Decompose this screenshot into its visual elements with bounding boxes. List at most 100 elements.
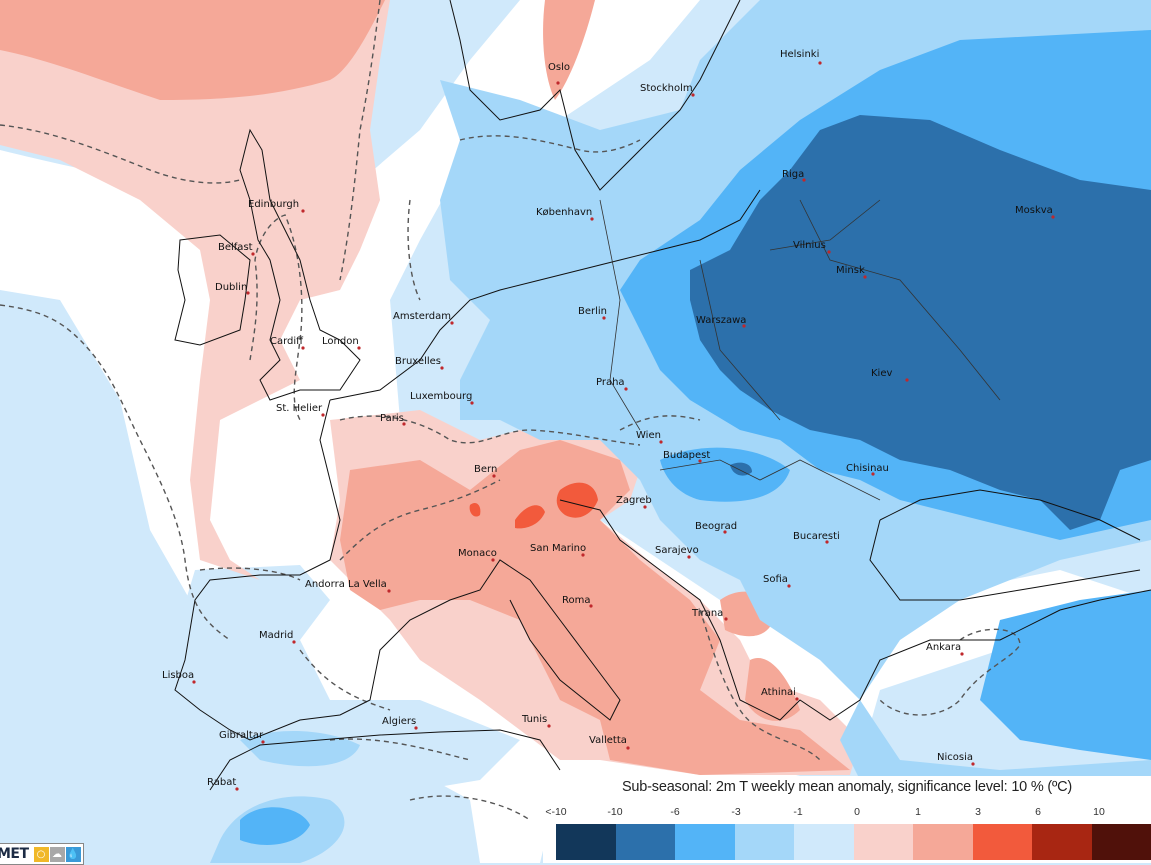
city-label: Andorra La Vella <box>305 579 387 590</box>
city-label: Monaco <box>458 548 497 559</box>
city-label: Dublin <box>215 282 247 293</box>
city-dot <box>643 505 646 508</box>
city-dot <box>626 746 629 749</box>
city-dot <box>440 366 443 369</box>
legend-swatch <box>616 824 676 860</box>
city-label: Moskva <box>1015 205 1053 216</box>
legend-color-bar <box>556 824 1151 860</box>
legend-tick: -1 <box>793 806 802 818</box>
city-dot <box>863 275 866 278</box>
city-label: Zagreb <box>616 495 652 506</box>
city-label: Sarajevo <box>655 545 699 556</box>
city-label: Rabat <box>207 777 236 788</box>
legend-ticks: <-10 -10 -6 -3 -1 0 1 3 6 10 <box>543 806 1151 820</box>
city-dot <box>491 558 494 561</box>
legend-tick: -3 <box>731 806 740 818</box>
city-label: Vilnius <box>793 240 826 251</box>
legend-swatch <box>913 824 973 860</box>
legend-tick: 10 <box>1093 806 1105 818</box>
city-dot <box>450 321 453 324</box>
city-label: Praha <box>596 377 625 388</box>
city-label: Chisinau <box>846 463 889 474</box>
city-label: Luxembourg <box>410 391 472 402</box>
city-dot <box>251 252 254 255</box>
city-dot <box>723 530 726 533</box>
city-label: Helsinki <box>780 49 819 60</box>
city-label: Tirana <box>691 608 723 619</box>
city-label: Athinai <box>761 687 796 698</box>
city-label: Tunis <box>521 714 547 725</box>
sun-icon: ○ <box>34 847 49 862</box>
city-label: Gibraltar <box>219 730 264 741</box>
legend-tick: 3 <box>975 806 981 818</box>
legend-swatch <box>973 824 1033 860</box>
city-label: Budapest <box>663 450 710 461</box>
city-label: Lisboa <box>162 670 194 681</box>
drop-icon: 💧 <box>66 847 81 862</box>
city-dot <box>905 378 908 381</box>
city-dot <box>321 413 324 416</box>
city-label: Belfast <box>218 242 253 253</box>
legend-tick: 1 <box>915 806 921 818</box>
legend-tick: <-10 <box>545 806 566 818</box>
city-dot <box>301 346 304 349</box>
city-dot <box>402 422 405 425</box>
city-label: Stockholm <box>640 83 693 94</box>
city-dot <box>602 316 605 319</box>
city-dot <box>357 346 360 349</box>
city-dot <box>960 652 963 655</box>
city-dot <box>301 209 304 212</box>
city-label: Cardiff <box>270 336 304 347</box>
city-dot <box>825 540 828 543</box>
city-label: Madrid <box>259 630 293 641</box>
city-label: San Marino <box>530 543 586 554</box>
city-dot <box>1051 215 1054 218</box>
city-label: London <box>322 336 359 347</box>
legend-swatch <box>1032 824 1092 860</box>
legend-swatch <box>794 824 854 860</box>
city-dot <box>827 250 830 253</box>
city-label: Sofia <box>763 574 788 585</box>
legend-swatch <box>854 824 914 860</box>
city-dot <box>818 61 821 64</box>
city-label: Ankara <box>926 642 961 653</box>
city-label: Warszawa <box>696 315 746 326</box>
city-dot <box>871 472 874 475</box>
city-label: Bern <box>474 464 497 475</box>
legend-swatch <box>675 824 735 860</box>
legend-tick: -10 <box>607 806 622 818</box>
city-dot <box>795 697 798 700</box>
city-label: Roma <box>562 595 591 606</box>
legend-panel: Sub-seasonal: 2m T weekly mean anomaly, … <box>543 776 1151 863</box>
city-dot <box>802 178 805 181</box>
city-dot <box>547 724 550 727</box>
legend-title: Sub-seasonal: 2m T weekly mean anomaly, … <box>543 779 1151 795</box>
legend-tick: 6 <box>1035 806 1041 818</box>
city-label: Riga <box>782 169 804 180</box>
city-dot <box>687 555 690 558</box>
city-dot <box>691 93 694 96</box>
legend-tick: 0 <box>854 806 860 818</box>
city-label: Bucaresti <box>793 531 840 542</box>
logo-text: MET <box>0 846 33 862</box>
city-dot <box>742 324 745 327</box>
city-dot <box>624 387 627 390</box>
city-dot <box>589 604 592 607</box>
city-label: Valletta <box>589 735 627 746</box>
city-label: Beograd <box>695 521 737 532</box>
city-dot <box>292 640 295 643</box>
city-dot <box>246 291 249 294</box>
city-dot <box>698 459 701 462</box>
legend-swatch <box>735 824 795 860</box>
legend-swatch <box>556 824 616 860</box>
city-label: Oslo <box>548 62 570 73</box>
city-label: Edinburgh <box>248 199 299 210</box>
city-label: Kiev <box>871 368 892 379</box>
city-label: København <box>536 207 592 218</box>
cloud-icon: ☁ <box>50 847 65 862</box>
legend-swatch <box>1092 824 1151 860</box>
city-label: Berlin <box>578 306 607 317</box>
city-label: St. Helier <box>276 403 323 414</box>
city-dot <box>387 589 390 592</box>
